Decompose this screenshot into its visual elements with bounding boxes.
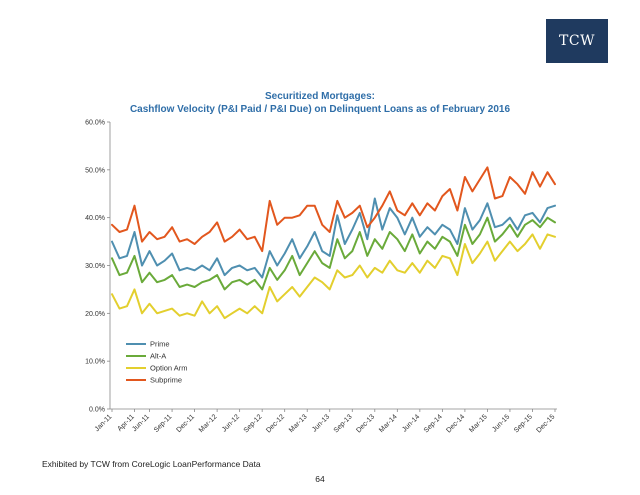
series-line-subprime [111,166,556,253]
chart-title-block: Securitized Mortgages: Cashflow Velocity… [0,90,640,116]
chart-axes: 0.0% 10.0% 20.0% 30.0% 40.0% 50.0% 60.0% Jan-11… [85,120,557,434]
x-tick-label: Jun-11 [131,413,151,433]
series-line-alta [111,216,556,291]
x-tick-label: Jan-11 [94,413,114,433]
page-number: 64 [315,474,325,484]
legend-label-subprime: Subprime [150,376,182,385]
tcw-logo: TCW [546,19,608,63]
chart-legend: Prime Alt-A Option Arm Subprime [126,340,188,385]
chart-series [111,166,556,320]
x-tick-label: Jun-13 [311,413,331,433]
x-tick-label: Dec-12 [265,413,286,434]
y-tick-label: 30.0% [85,263,105,270]
x-tick-label: Dec-11 [175,413,196,434]
x-tick-label: Mar-14 [378,413,399,434]
x-tick-label: Sep-11 [153,413,174,434]
x-tick-label: Sep-15 [513,413,534,434]
logo-text: TCW [559,33,595,49]
x-tick-label: Mar-13 [288,413,309,434]
y-tick-label: 50.0% [85,167,105,174]
chart-subtitle: Cashflow Velocity (P&I Paid / P&I Due) o… [129,104,511,115]
x-tick-label: Jun-14 [401,413,421,433]
series-line-prime [111,197,556,279]
y-tick-label: 20.0% [85,311,105,318]
legend-label-option_arm: Option Arm [150,364,188,373]
x-tick-label: Jun-15 [491,413,511,433]
x-tick-label: Mar-15 [468,413,489,434]
x-tick-label: Jun-12 [221,413,241,433]
y-tick-label: 60.0% [85,120,105,127]
x-tick-label: Dec-15 [535,413,556,434]
x-tick-label: Sep-12 [243,413,264,434]
y-tick-label: 0.0% [89,407,105,414]
legend-label-prime: Prime [150,340,170,349]
series-line-option_arm [111,233,556,320]
y-tick-label: 40.0% [85,215,105,222]
x-tick-label: Mar-12 [198,413,219,434]
x-tick-label: Dec-14 [445,413,466,434]
chart-title: Securitized Mortgages: [264,91,376,102]
legend-label-alta: Alt-A [150,352,166,361]
source-note: Exhibited by TCW from CoreLogic LoanPerf… [42,459,261,469]
x-tick-label: Dec-13 [355,413,376,434]
x-tick-label: Sep-13 [333,413,354,434]
y-tick-label: 10.0% [85,359,105,366]
x-tick-label: Sep-14 [423,413,444,434]
